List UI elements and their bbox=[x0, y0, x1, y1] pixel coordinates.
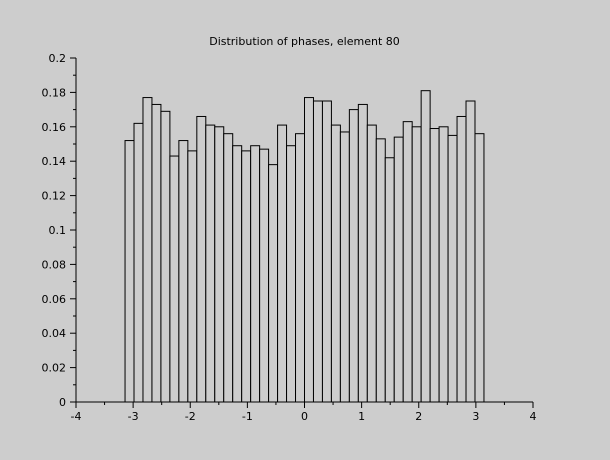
histogram-bar bbox=[133, 122, 144, 403]
y-tick-label: 0.02 bbox=[42, 362, 67, 375]
histogram-bar bbox=[411, 126, 422, 403]
x-tick-label: -4 bbox=[71, 410, 82, 423]
histogram-bar bbox=[124, 140, 135, 403]
y-tick-label: 0.18 bbox=[42, 86, 67, 99]
histogram-bar bbox=[151, 103, 162, 403]
y-tick-label: 0.16 bbox=[42, 121, 67, 134]
y-tick-label: 0 bbox=[59, 396, 66, 409]
histogram-bar bbox=[339, 131, 350, 403]
histogram-bar bbox=[232, 145, 243, 403]
histogram-bar bbox=[420, 90, 431, 403]
histogram-bar bbox=[366, 124, 377, 403]
x-tick-label: 3 bbox=[472, 410, 479, 423]
x-tick-label: 1 bbox=[358, 410, 365, 423]
histogram-bar bbox=[277, 124, 288, 403]
histogram-bar bbox=[187, 150, 198, 403]
histogram-bar bbox=[160, 110, 171, 403]
histogram-bar bbox=[438, 126, 449, 403]
y-tick-label: 0.1 bbox=[49, 224, 67, 237]
histogram-bar bbox=[375, 138, 386, 403]
histogram-bar bbox=[169, 155, 180, 403]
histogram-bar bbox=[196, 115, 207, 403]
histogram-bar bbox=[286, 145, 297, 403]
histogram-bar bbox=[447, 134, 458, 403]
histogram-bar bbox=[250, 145, 261, 403]
x-tick-label: 2 bbox=[415, 410, 422, 423]
histogram-bar bbox=[330, 124, 341, 403]
histogram-bar bbox=[241, 150, 252, 403]
histogram-bar bbox=[178, 140, 189, 403]
chart-title: Distribution of phases, element 80 bbox=[209, 35, 400, 48]
histogram-bar bbox=[268, 164, 279, 403]
histogram-bar bbox=[259, 148, 270, 403]
y-tick-label: 0.2 bbox=[49, 52, 67, 65]
histogram-bar bbox=[312, 100, 323, 403]
x-tick-label: 4 bbox=[530, 410, 537, 423]
histogram-bar bbox=[304, 97, 314, 403]
histogram-bar bbox=[205, 124, 216, 403]
y-tick-label: 0.14 bbox=[42, 155, 67, 168]
histogram-bar bbox=[393, 136, 404, 403]
y-tick-label: 0.12 bbox=[42, 190, 67, 203]
y-tick-label: 0.04 bbox=[42, 327, 67, 340]
histogram-bar bbox=[321, 100, 332, 403]
y-tick-label: 0.06 bbox=[42, 293, 67, 306]
histogram-bar bbox=[214, 126, 225, 403]
x-tick-label: -3 bbox=[128, 410, 139, 423]
histogram-bar bbox=[456, 115, 467, 403]
histogram-bar bbox=[429, 128, 440, 403]
x-tick-label: -1 bbox=[242, 410, 253, 423]
histogram-bar bbox=[474, 133, 485, 403]
y-tick-label: 0.08 bbox=[42, 258, 67, 271]
histogram-bar bbox=[223, 133, 234, 403]
histogram-bar bbox=[465, 100, 476, 403]
histogram-bar bbox=[142, 97, 153, 403]
histogram-bar bbox=[295, 133, 305, 403]
x-tick-label: -2 bbox=[185, 410, 196, 423]
histogram-bar bbox=[384, 157, 395, 403]
histogram-bar bbox=[348, 109, 359, 403]
histogram-bar bbox=[402, 121, 413, 403]
x-tick-label: 0 bbox=[301, 410, 308, 423]
histogram-bar bbox=[357, 103, 368, 403]
